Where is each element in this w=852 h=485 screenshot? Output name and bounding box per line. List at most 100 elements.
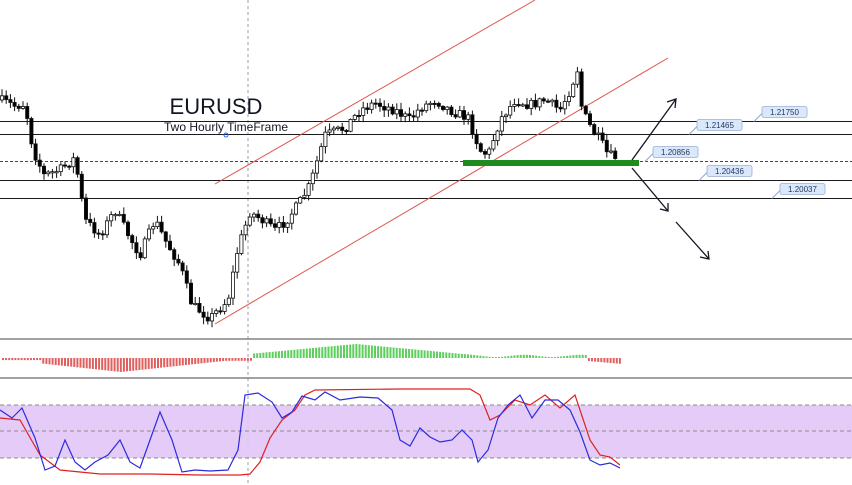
macd-bar	[222, 358, 225, 362]
macd-bar	[5, 358, 8, 361]
macd-bar	[293, 349, 296, 358]
candle	[503, 113, 508, 124]
candle	[163, 230, 168, 248]
candle	[520, 102, 525, 108]
macd-bar	[129, 358, 132, 372]
macd-bar	[48, 358, 51, 365]
candle	[512, 98, 517, 112]
macd-bar	[299, 349, 302, 358]
candle	[264, 216, 269, 228]
candle	[588, 110, 593, 127]
macd-bar	[448, 352, 451, 358]
macd-bar	[423, 350, 426, 358]
macd-bar	[76, 358, 79, 368]
macd-bar	[594, 358, 597, 362]
macd-bar	[457, 353, 460, 358]
candle	[361, 101, 366, 123]
macd-bar	[79, 358, 82, 368]
macd-bar	[197, 358, 200, 364]
candle	[180, 260, 185, 276]
level-label-5: 1.20037	[771, 183, 826, 199]
candle	[155, 215, 160, 230]
candle	[0, 89, 4, 103]
candle	[478, 142, 483, 153]
stoch-d-line	[0, 388, 621, 476]
channel-upper-line	[214, 0, 536, 185]
macd-bar	[141, 358, 144, 370]
macd-bar	[240, 358, 243, 361]
macd-bar	[615, 358, 618, 364]
macd-bar	[389, 347, 392, 358]
candle	[474, 129, 479, 150]
macd-bar	[203, 358, 206, 364]
macd-bar	[259, 352, 262, 358]
candle	[310, 169, 315, 191]
candle	[546, 98, 551, 104]
macd-bar	[612, 358, 615, 364]
level-label-text: 1.20037	[788, 185, 817, 194]
candle	[583, 104, 588, 116]
macd-bar	[467, 354, 469, 358]
macd-bar	[501, 356, 504, 358]
macd-bar	[473, 355, 476, 358]
macd-bar	[308, 348, 311, 358]
macd-bar	[45, 358, 48, 364]
candle	[499, 110, 504, 137]
macd-bar	[256, 353, 259, 358]
level-label-2: 1.21465	[688, 119, 743, 135]
candle	[235, 247, 240, 279]
candle	[466, 111, 471, 125]
candle	[424, 100, 429, 113]
candle	[550, 98, 555, 107]
candle	[67, 164, 72, 170]
macd-bar	[67, 358, 70, 367]
macd-bar	[581, 354, 584, 358]
candle	[117, 210, 122, 217]
macd-bar	[284, 350, 287, 358]
macd-bar	[122, 358, 125, 372]
macd-bar	[541, 356, 544, 358]
macd-bar	[426, 350, 429, 358]
candle	[306, 181, 311, 201]
candle	[403, 111, 408, 123]
macd-bar	[535, 355, 538, 358]
macd-bar	[597, 358, 600, 362]
candle	[63, 161, 68, 169]
macd-bar	[370, 345, 373, 358]
macd-bar	[606, 358, 609, 363]
candle	[277, 216, 282, 234]
candle	[533, 93, 538, 110]
macd-bar	[8, 358, 11, 361]
macd-bar	[504, 356, 507, 358]
candle	[151, 222, 156, 235]
candle	[575, 67, 580, 88]
candle	[508, 100, 513, 119]
macd-bar	[491, 356, 494, 358]
candle	[20, 101, 25, 110]
macd-bar	[175, 358, 178, 367]
candle	[428, 100, 433, 111]
macd-bar	[219, 358, 221, 362]
macd-bar	[442, 352, 445, 358]
candle	[491, 134, 496, 152]
candle	[54, 166, 59, 178]
macd-bar	[383, 346, 386, 358]
candle	[159, 215, 164, 234]
candle	[461, 105, 466, 125]
macd-bar	[482, 356, 485, 358]
macd-bar	[132, 358, 135, 371]
candles	[0, 67, 618, 328]
macd-bar	[228, 358, 231, 361]
candle	[222, 299, 227, 315]
macd-bar	[160, 358, 163, 368]
macd-bar	[327, 346, 330, 358]
candle	[239, 229, 244, 256]
macd-bar	[26, 358, 29, 361]
macd-bar	[265, 352, 268, 358]
candle	[327, 123, 332, 137]
candle	[419, 107, 424, 116]
candle	[205, 311, 210, 325]
macd-bar	[312, 348, 314, 358]
macd-bar	[451, 353, 454, 358]
macd-bar	[377, 346, 380, 358]
